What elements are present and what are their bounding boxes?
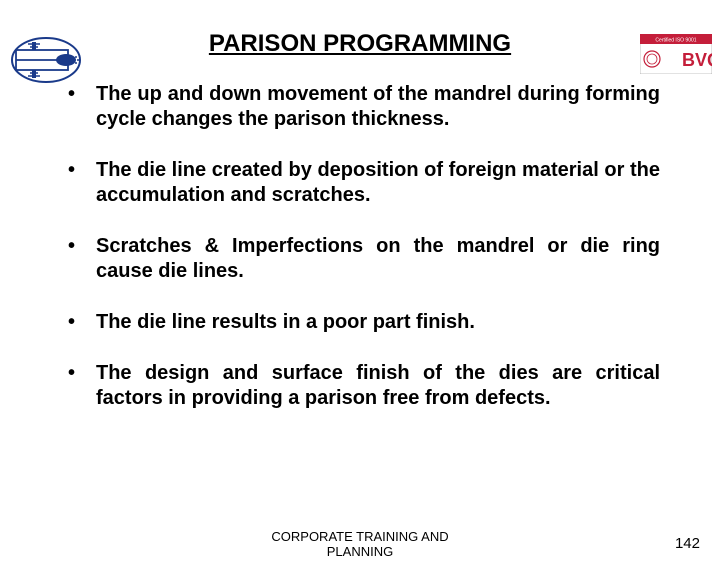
bullet-list: The up and down movement of the mandrel …	[0, 82, 720, 411]
list-item: The die line created by deposition of fo…	[68, 158, 660, 208]
list-item: The design and surface finish of the die…	[68, 361, 660, 411]
page-title: PARISON PROGRAMMING	[0, 30, 720, 58]
cert-main-text: BVQI	[682, 50, 712, 70]
cert-top-text: Certified ISO 9001	[655, 38, 696, 44]
list-item: Scratches & Imperfections on the mandrel…	[68, 234, 660, 284]
company-logo-icon	[10, 36, 82, 84]
list-item: The up and down movement of the mandrel …	[68, 82, 660, 132]
list-item: The die line results in a poor part fini…	[68, 310, 660, 335]
page-number: 142	[675, 535, 700, 552]
certification-logo-icon: Certified ISO 9001 BVQI	[640, 34, 712, 74]
footer-text: CORPORATE TRAINING ANDPLANNING	[271, 529, 448, 560]
